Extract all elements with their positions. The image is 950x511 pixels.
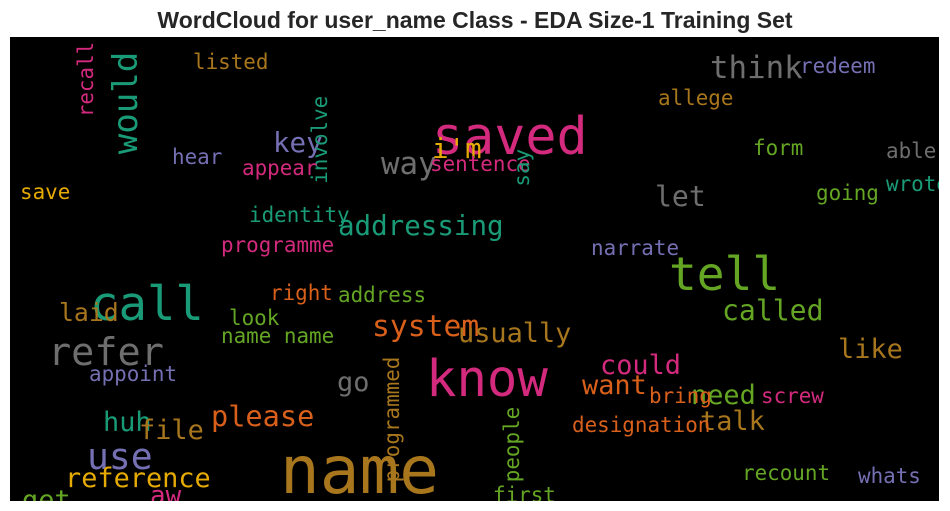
word-file: file [139, 415, 204, 446]
word-system: system [372, 309, 479, 344]
word-people: people [500, 407, 524, 482]
word-i-m: i'm [432, 133, 482, 165]
chart-title: WordCloud for user_name Class - EDA Size… [157, 7, 793, 33]
word-designation: designation [572, 413, 710, 437]
word-want: want [582, 370, 647, 401]
word-narrate: narrate [591, 236, 679, 260]
word-recall: recall [74, 42, 98, 117]
word-think: think [710, 50, 803, 86]
word-involve: involve [308, 96, 332, 184]
word-whats: whats [858, 464, 921, 488]
word-call: call [90, 277, 204, 332]
word-layer: name saved know call tell refer use would think w… [20, 42, 939, 501]
word-programme: programme [221, 233, 334, 257]
word-name-name: name name [221, 324, 334, 348]
word-say: say [510, 149, 534, 187]
wordcloud-background [10, 37, 939, 501]
word-programmed: programmed [380, 357, 404, 483]
word-reference: reference [65, 463, 211, 494]
word-need: need [691, 380, 756, 411]
word-saved: saved [432, 107, 588, 167]
word-screw: screw [761, 384, 824, 408]
word-bring: bring [649, 384, 712, 408]
word-huh: huh [103, 407, 152, 438]
word-recount: recount [742, 461, 830, 485]
word-able: able [886, 139, 936, 163]
word-wrote: wrote [886, 172, 939, 196]
word-appoint: appoint [89, 362, 177, 386]
word-appear: appear [242, 156, 317, 180]
word-form: form [753, 136, 803, 160]
word-hear: hear [172, 145, 222, 169]
wordcloud-canvas: name saved know call tell refer use would think w… [10, 37, 939, 501]
word-get: get [22, 485, 71, 501]
word-would: would [106, 52, 146, 155]
word-going: going [816, 181, 879, 205]
word-listed: listed [193, 50, 268, 74]
word-way: way [381, 146, 437, 182]
word-first: first [493, 483, 556, 501]
word-right: right [270, 281, 333, 305]
word-look: look [229, 306, 280, 330]
word-know: know [426, 349, 548, 408]
word-aw: aw [150, 481, 182, 501]
word-identity: identity [249, 203, 350, 227]
word-key: key [273, 127, 323, 159]
word-go: go [337, 367, 369, 398]
word-like: like [838, 334, 903, 365]
word-let: let [655, 180, 706, 213]
word-address: address [338, 283, 426, 307]
word-talk: talk [700, 406, 765, 437]
word-allege: allege [658, 86, 733, 110]
word-please: please [211, 399, 314, 433]
word-could: could [600, 350, 681, 381]
word-laid: laid [59, 298, 119, 327]
word-refer: refer [48, 330, 164, 375]
word-called: called [722, 294, 823, 327]
word-redeem: redeem [800, 54, 875, 78]
word-use: use [87, 435, 153, 478]
word-name: name [280, 432, 439, 501]
word-sentence: sentence [430, 152, 531, 176]
word-save: save [20, 180, 70, 204]
word-tell: tell [669, 247, 780, 301]
word-addressing: addressing [338, 210, 504, 242]
word-usually: usually [458, 318, 571, 349]
